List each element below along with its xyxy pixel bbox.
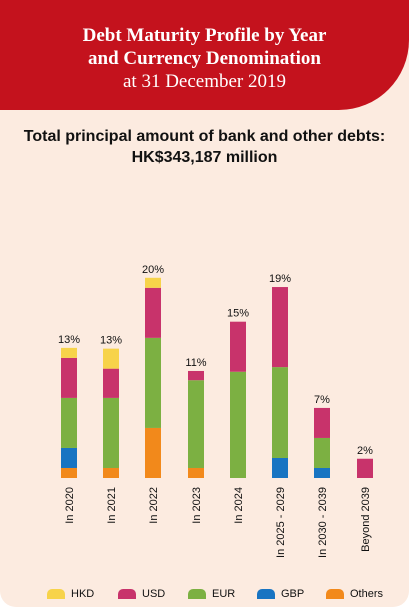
bar-segment-usd-7 (357, 458, 373, 478)
legend-label-usd: USD (142, 588, 166, 600)
legend-item-hkd: HKD (47, 586, 94, 602)
total-principal-amount: HK$343,187 million (131, 149, 278, 166)
legend-label-gbp: GBP (281, 588, 305, 600)
bar-segment-gbp-5 (272, 457, 288, 478)
bar-segment-eur-2 (145, 337, 161, 428)
bar-segment-eur-4 (230, 371, 246, 478)
legend-swatch-usd (118, 589, 136, 599)
category-label-7: Beyond 2039 (360, 487, 372, 552)
bar-segment-usd-1 (103, 368, 119, 398)
bar-segment-others-3 (188, 467, 204, 478)
header-banner: Debt Maturity Profile by Year and Curren… (0, 0, 409, 110)
bar-segment-gbp-6 (314, 467, 330, 478)
chart-title-line2: and Currency Denomination (88, 48, 321, 69)
legend-swatch-gbp (257, 589, 275, 599)
legend-item-usd: USD (118, 586, 165, 602)
category-label-5: In 2025 - 2029 (275, 487, 287, 558)
bar-segment-eur-1 (103, 397, 119, 468)
category-label-3: In 2023 (191, 487, 203, 524)
bar-segment-usd-5 (272, 287, 288, 368)
legend-swatch-hkd (47, 589, 65, 599)
total-principal-line1: Total principal amount of bank and other… (23, 128, 386, 145)
bar-segment-usd-3 (188, 370, 204, 381)
bar-segment-others-1 (103, 467, 119, 478)
legend-swatch-eur (188, 589, 206, 599)
bar-segment-gbp-0 (61, 447, 77, 468)
legend-label-hkd: HKD (71, 588, 95, 600)
bar-total-label-6: 7% (314, 394, 330, 406)
bar-segment-usd-4 (230, 321, 246, 372)
category-label-4: In 2024 (233, 487, 245, 524)
bar-total-label-3: 11% (185, 357, 206, 369)
category-label-1: In 2021 (106, 487, 118, 524)
chart-title-line1: Debt Maturity Profile by Year (82, 25, 327, 46)
legend-item-gbp: GBP (257, 586, 304, 602)
chart-date: at 31 December 2019 (122, 71, 287, 92)
bar-segment-eur-3 (188, 380, 204, 468)
total-principal: Total principal amount of bank and other… (0, 126, 409, 168)
bar-segment-usd-2 (145, 287, 161, 338)
bar-segment-hkd-1 (103, 348, 119, 369)
chart-legend: HKD USD EUR GBP Others (0, 586, 409, 602)
category-label-2: In 2022 (148, 487, 160, 524)
bar-segment-others-2 (145, 427, 161, 478)
bar-segment-others-0 (61, 467, 77, 478)
bar-total-label-5: 19% (269, 273, 291, 285)
bar-total-label-7: 2% (357, 445, 373, 457)
bar-segment-usd-0 (61, 357, 77, 398)
bar-segment-usd-6 (314, 407, 330, 438)
legend-label-eur: EUR (212, 588, 236, 600)
bar-segment-eur-5 (272, 367, 288, 458)
chart-title: Debt Maturity Profile by Year and Curren… (0, 24, 409, 70)
bar-total-label-2: 20% (142, 264, 164, 276)
bar-segment-eur-0 (61, 397, 77, 448)
bar-segment-eur-6 (314, 437, 330, 468)
legend-swatch-others (326, 589, 344, 599)
bar-segment-hkd-0 (61, 347, 77, 358)
bar-segment-hkd-2 (145, 277, 161, 288)
category-label-6: In 2030 - 2039 (317, 487, 329, 558)
bar-total-label-1: 13% (100, 335, 122, 347)
legend-label-others: Others (350, 588, 384, 600)
bar-total-label-0: 13% (58, 334, 80, 346)
bar-total-label-4: 15% (227, 308, 249, 320)
legend-item-eur: EUR (188, 586, 235, 602)
category-label-0: In 2020 (64, 487, 76, 524)
legend-item-others: Others (326, 586, 383, 602)
